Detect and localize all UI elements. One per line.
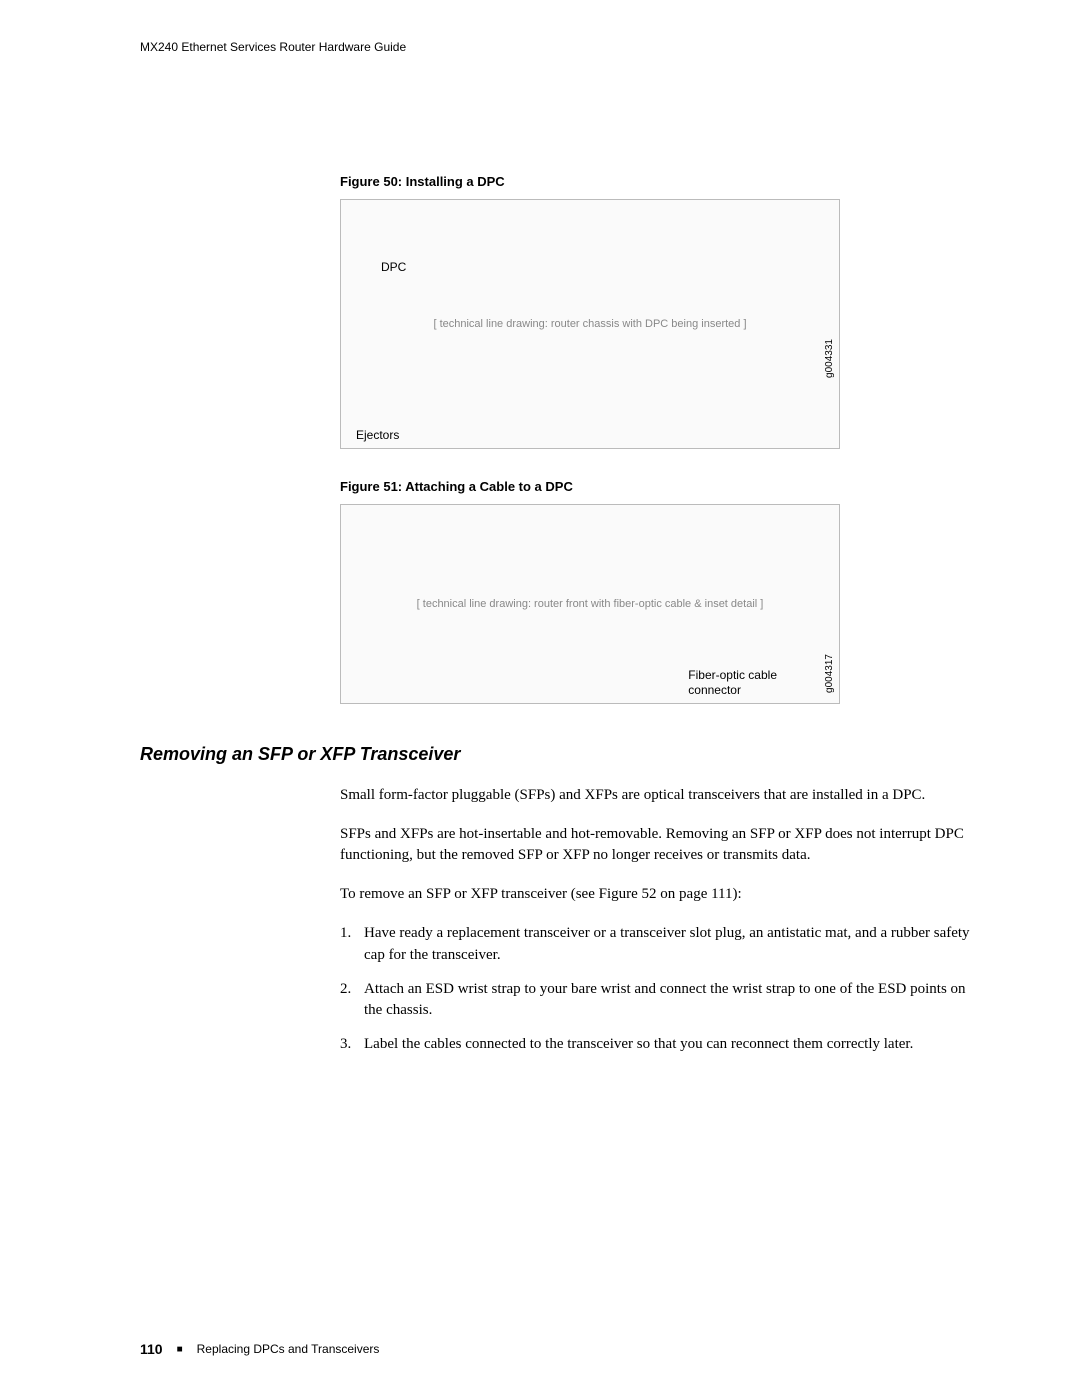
list-item-number: 3. [340,1034,364,1056]
list-item: 2. Attach an ESD wrist strap to your bar… [340,979,980,1023]
figure-50-label-dpc: DPC [381,260,406,274]
list-item-text: Label the cables connected to the transc… [364,1034,980,1056]
figure-51-label-connector-l2: connector [688,683,741,697]
list-item-text: Have ready a replacement transceiver or … [364,923,980,967]
figure-50-id: g004331 [824,339,835,378]
procedure-list: 1. Have ready a replacement transceiver … [340,923,980,1056]
running-header: MX240 Ethernet Services Router Hardware … [140,40,980,54]
figure-50: Figure 50: Installing a DPC [ technical … [340,174,980,449]
figure-50-image: [ technical line drawing: router chassis… [340,199,840,449]
page-number: 110 [140,1341,163,1357]
figure-50-caption: Figure 50: Installing a DPC [340,174,980,189]
list-item-number: 2. [340,979,364,1023]
footer-section-title: Replacing DPCs and Transceivers [197,1342,380,1356]
figure-51-caption: Figure 51: Attaching a Cable to a DPC [340,479,980,494]
page-footer: 110 ■ Replacing DPCs and Transceivers [140,1341,379,1357]
figure-51-label-connector: Fiber-optic cable connector [688,668,777,697]
list-item: 3. Label the cables connected to the tra… [340,1034,980,1056]
paragraph-2: SFPs and XFPs are hot-insertable and hot… [340,824,980,866]
figure-51-id: g004317 [824,654,835,693]
footer-bullet-icon: ■ [177,1344,183,1355]
list-item-text: Attach an ESD wrist strap to your bare w… [364,979,980,1023]
figure-50-placeholder: [ technical line drawing: router chassis… [433,318,746,330]
figure-51-image: [ technical line drawing: router front w… [340,504,840,704]
list-item: 1. Have ready a replacement transceiver … [340,923,980,967]
figure-51-label-connector-l1: Fiber-optic cable [688,668,777,682]
figure-51: Figure 51: Attaching a Cable to a DPC [ … [340,479,980,704]
list-item-number: 1. [340,923,364,967]
section-heading: Removing an SFP or XFP Transceiver [140,744,980,765]
figure-50-label-ejectors: Ejectors [356,428,399,442]
figure-51-placeholder: [ technical line drawing: router front w… [417,598,764,610]
paragraph-1: Small form-factor pluggable (SFPs) and X… [340,785,980,806]
paragraph-3: To remove an SFP or XFP transceiver (see… [340,884,980,905]
page-container: MX240 Ethernet Services Router Hardware … [0,0,1080,1397]
